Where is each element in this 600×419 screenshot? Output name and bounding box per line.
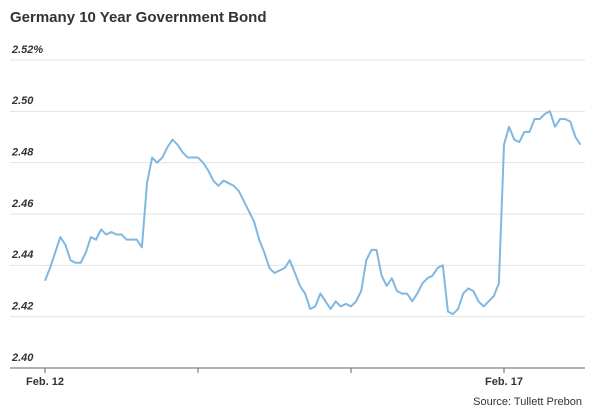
- y-tick-label: 2.50: [11, 95, 34, 107]
- y-tick-label: 2.46: [11, 198, 34, 210]
- y-tick-label: 2.52%: [11, 44, 43, 56]
- x-tick-label: Feb. 17: [485, 376, 523, 388]
- y-tick-label: 2.40: [11, 352, 34, 364]
- price-line: [44, 110, 582, 316]
- y-tick-label: 2.42: [11, 301, 33, 313]
- y-tick-label: 2.44: [11, 249, 33, 261]
- chart-title: Germany 10 Year Government Bond: [10, 9, 267, 26]
- x-tick-label: Feb. 12: [26, 376, 64, 388]
- y-tick-label: 2.48: [11, 147, 34, 159]
- source-note: Source: Tullett Prebon: [473, 396, 582, 408]
